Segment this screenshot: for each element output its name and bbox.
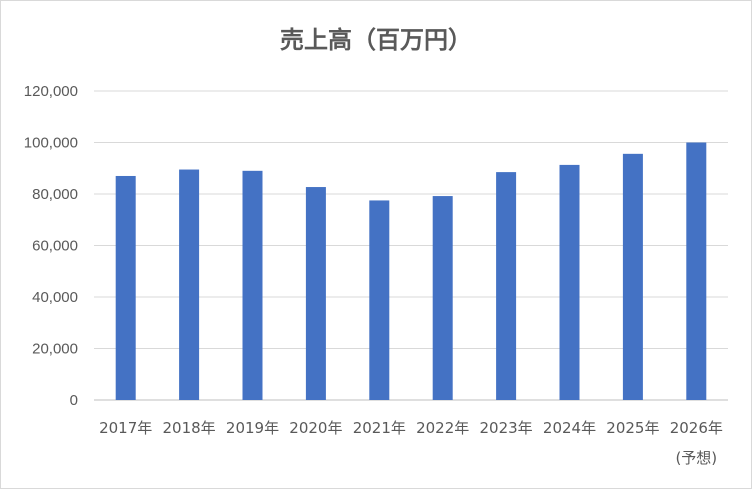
y-tick-label: 0 (70, 392, 78, 409)
bar (242, 170, 263, 400)
x-tick-label: 2022年 (416, 419, 469, 437)
y-tick-label: 60,000 (32, 238, 78, 255)
bar (622, 153, 643, 400)
bar (179, 169, 200, 400)
x-tick-label: 2025年 (606, 419, 659, 437)
y-tick-label: 100,000 (24, 135, 78, 152)
chart-title: 売上高（百万円） (280, 26, 472, 54)
x-tick-sublabel: (予想) (675, 449, 717, 467)
x-tick-label: 2019年 (226, 419, 279, 437)
bar (496, 172, 517, 400)
x-tick-label: 2021年 (353, 419, 406, 437)
bar (432, 196, 453, 400)
y-tick-label: 20,000 (32, 341, 78, 358)
y-tick-label: 40,000 (32, 289, 78, 306)
bar (115, 175, 136, 400)
x-tick-label: 2023年 (480, 419, 533, 437)
bar (369, 200, 390, 400)
y-tick-label: 120,000 (24, 83, 78, 100)
y-tick-label: 80,000 (32, 186, 78, 203)
x-tick-label: 2026年 (670, 419, 723, 437)
x-tick-label: 2018年 (163, 419, 216, 437)
x-tick-label: 2024年 (543, 419, 596, 437)
bar (305, 187, 326, 400)
x-tick-label: 2020年 (289, 419, 342, 437)
bar (686, 142, 707, 400)
x-tick-label: 2017年 (99, 419, 152, 437)
bar (559, 164, 580, 400)
